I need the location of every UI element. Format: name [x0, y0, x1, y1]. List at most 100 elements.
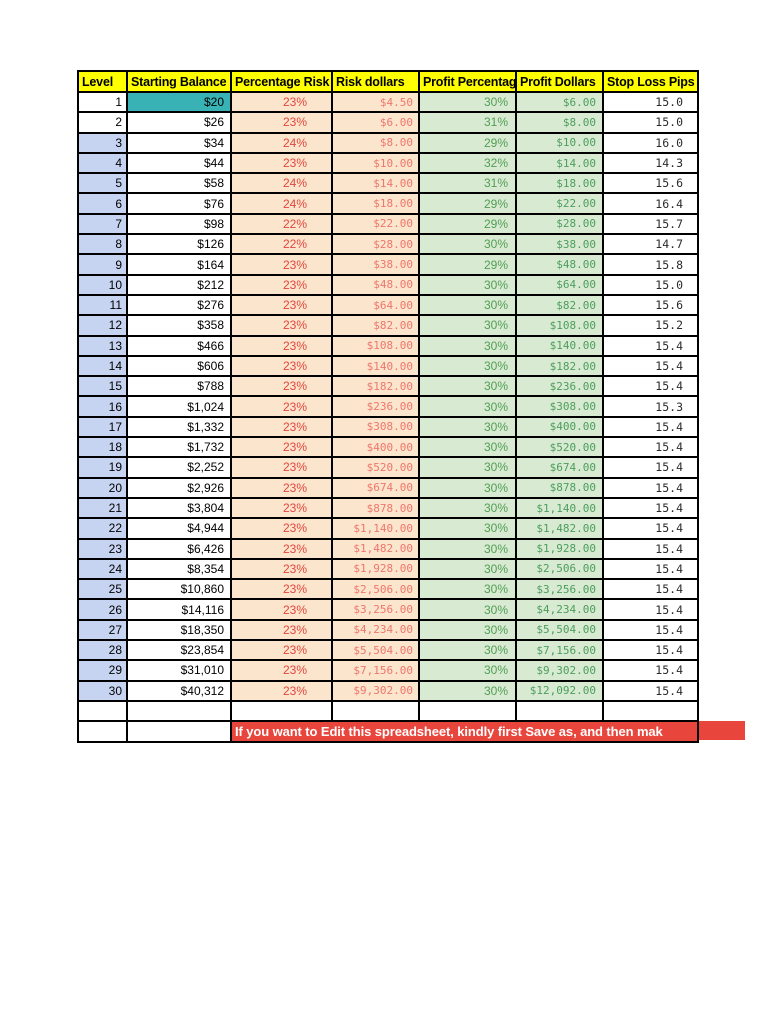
cell-level: 20	[79, 478, 128, 499]
cell-balance: $1,332	[128, 417, 232, 439]
cell-stop: 15.6	[604, 295, 699, 317]
cell-risk_pct: 24%	[232, 194, 333, 215]
cell-level: 6	[79, 194, 128, 215]
cell-balance: $212	[128, 275, 232, 296]
cell-profit_usd: $308.00	[517, 397, 604, 418]
cell-profit_usd: $82.00	[517, 295, 604, 317]
empty-cell	[517, 701, 604, 723]
cell-risk_pct: 23%	[232, 539, 333, 560]
cell-level: 24	[79, 559, 128, 581]
cell-risk_pct: 23%	[232, 275, 333, 296]
cell-profit_usd: $236.00	[517, 377, 604, 398]
cell-profit_usd: $7,156.00	[517, 641, 604, 662]
cell-risk_usd: $7,156.00	[333, 661, 420, 682]
cell-profit_usd: $2,506.00	[517, 559, 604, 581]
cell-risk_pct: 22%	[232, 235, 333, 256]
cell-stop: 15.4	[604, 356, 699, 378]
cell-profit_usd: $3,256.00	[517, 580, 604, 601]
cell-stop: 15.0	[604, 93, 699, 114]
cell-profit_usd: $520.00	[517, 438, 604, 459]
cell-stop: 15.4	[604, 641, 699, 662]
cell-profit_pct: 30%	[420, 336, 517, 357]
column-header-profit_pct: Profit Percentag	[420, 72, 517, 93]
cell-risk_pct: 23%	[232, 458, 333, 479]
cell-level: 19	[79, 458, 128, 479]
cell-risk_pct: 22%	[232, 214, 333, 236]
empty-cell	[128, 722, 232, 743]
cell-risk_pct: 24%	[232, 133, 333, 154]
cell-risk_usd: $10.00	[333, 153, 420, 175]
cell-profit_usd: $1,482.00	[517, 519, 604, 540]
cell-balance: $76	[128, 194, 232, 215]
cell-risk_pct: 23%	[232, 438, 333, 459]
cell-risk_pct: 23%	[232, 478, 333, 499]
cell-profit_pct: 30%	[420, 417, 517, 439]
cell-risk_usd: $182.00	[333, 377, 420, 398]
cell-balance: $20	[128, 93, 232, 114]
cell-profit_pct: 30%	[420, 620, 517, 642]
cell-profit_usd: $4,234.00	[517, 600, 604, 621]
cell-balance: $14,116	[128, 600, 232, 621]
cell-profit_usd: $48.00	[517, 255, 604, 276]
cell-profit_pct: 30%	[420, 356, 517, 378]
cell-profit_usd: $10.00	[517, 133, 604, 154]
cell-balance: $6,426	[128, 539, 232, 560]
cell-stop: 15.0	[604, 275, 699, 296]
cell-profit_pct: 30%	[420, 498, 517, 520]
cell-stop: 15.4	[604, 620, 699, 642]
cell-profit_usd: $6.00	[517, 93, 604, 114]
cell-risk_usd: $878.00	[333, 498, 420, 520]
cell-level: 2	[79, 113, 128, 134]
cell-risk_pct: 23%	[232, 295, 333, 317]
cell-risk_usd: $400.00	[333, 438, 420, 459]
cell-balance: $466	[128, 336, 232, 357]
cell-level: 21	[79, 498, 128, 520]
cell-stop: 15.4	[604, 458, 699, 479]
cell-risk_pct: 23%	[232, 620, 333, 642]
column-header-level: Level	[79, 72, 128, 93]
cell-level: 7	[79, 214, 128, 236]
cell-risk_pct: 23%	[232, 580, 333, 601]
cell-stop: 15.4	[604, 519, 699, 540]
cell-risk_usd: $108.00	[333, 336, 420, 357]
cell-risk_pct: 23%	[232, 681, 333, 702]
cell-level: 11	[79, 295, 128, 317]
cell-risk_pct: 23%	[232, 417, 333, 439]
cell-balance: $34	[128, 133, 232, 154]
cell-profit_pct: 30%	[420, 580, 517, 601]
cell-risk_pct: 23%	[232, 153, 333, 175]
cell-risk_usd: $236.00	[333, 397, 420, 418]
cell-risk_usd: $6.00	[333, 113, 420, 134]
cell-stop: 15.4	[604, 539, 699, 560]
edit-warning-banner: If you want to Edit this spreadsheet, ki…	[232, 722, 699, 743]
cell-balance: $98	[128, 214, 232, 236]
cell-level: 30	[79, 681, 128, 702]
cell-level: 26	[79, 600, 128, 621]
cell-balance: $358	[128, 316, 232, 337]
cell-risk_usd: $5,504.00	[333, 641, 420, 662]
cell-profit_pct: 30%	[420, 316, 517, 337]
column-header-stop: Stop Loss Pips	[604, 72, 699, 93]
cell-profit_usd: $5,504.00	[517, 620, 604, 642]
empty-cell	[128, 701, 232, 723]
cell-profit_usd: $12,092.00	[517, 681, 604, 702]
cell-profit_usd: $8.00	[517, 113, 604, 134]
cell-profit_pct: 30%	[420, 641, 517, 662]
cell-risk_pct: 23%	[232, 316, 333, 337]
empty-cell	[333, 701, 420, 723]
cell-profit_pct: 30%	[420, 438, 517, 459]
cell-balance: $58	[128, 174, 232, 195]
cell-stop: 15.4	[604, 478, 699, 499]
cell-stop: 15.3	[604, 397, 699, 418]
cell-risk_pct: 23%	[232, 336, 333, 357]
cell-risk_usd: $1,928.00	[333, 559, 420, 581]
cell-profit_pct: 29%	[420, 255, 517, 276]
cell-profit_pct: 30%	[420, 397, 517, 418]
cell-level: 5	[79, 174, 128, 195]
cell-risk_usd: $1,140.00	[333, 519, 420, 540]
cell-risk_usd: $48.00	[333, 275, 420, 296]
cell-level: 14	[79, 356, 128, 378]
cell-balance: $26	[128, 113, 232, 134]
cell-balance: $3,804	[128, 498, 232, 520]
cell-stop: 15.8	[604, 255, 699, 276]
